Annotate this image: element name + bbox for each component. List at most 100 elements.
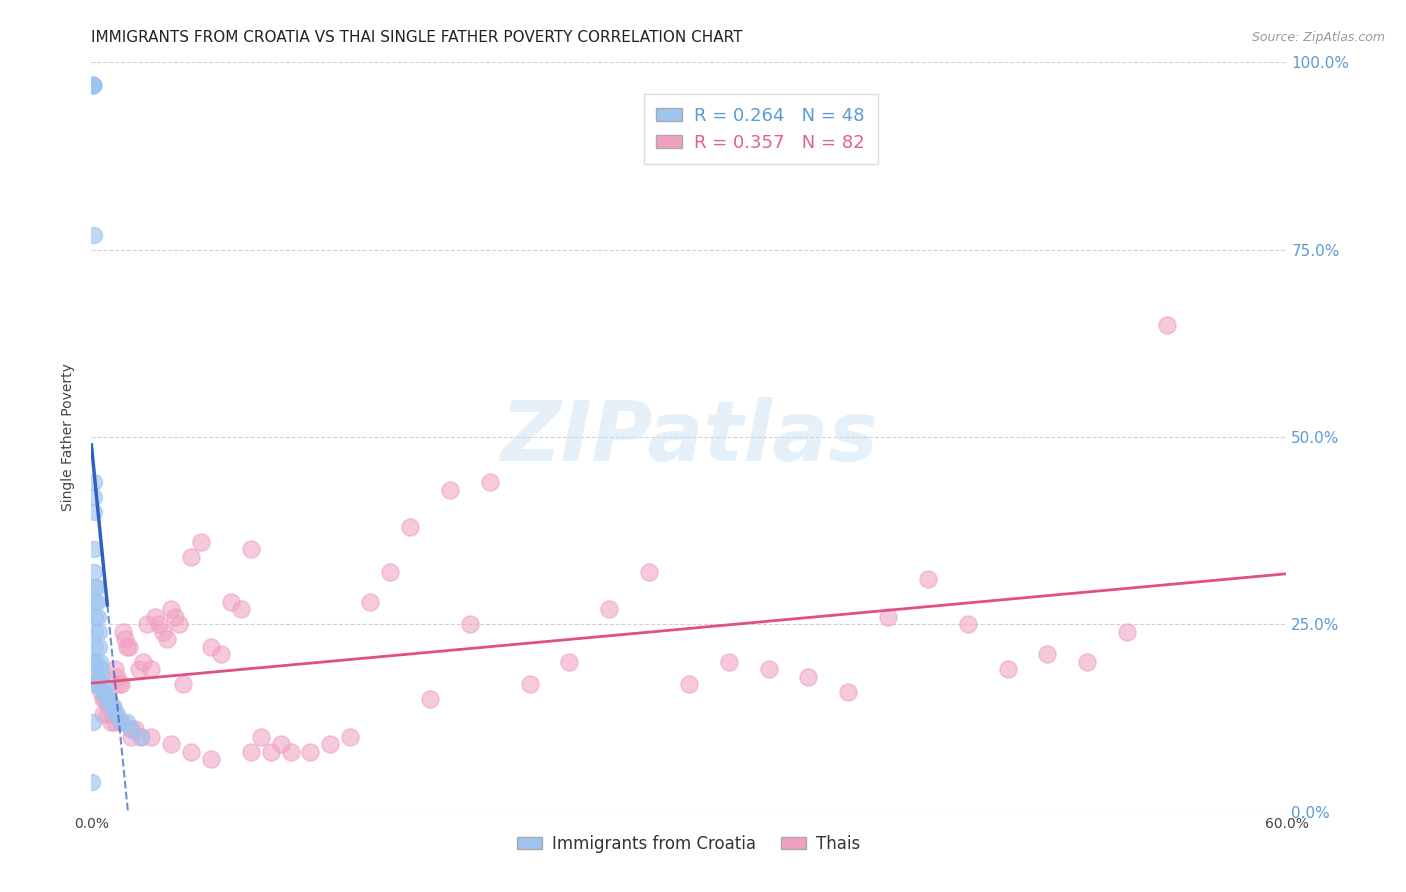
Point <box>89 655 111 669</box>
Point <box>115 640 138 654</box>
Point <box>180 745 202 759</box>
Point <box>86 580 108 594</box>
Point <box>82 78 104 92</box>
Point <box>84 640 107 654</box>
Text: IMMIGRANTS FROM CROATIA VS THAI SINGLE FATHER POVERTY CORRELATION CHART: IMMIGRANTS FROM CROATIA VS THAI SINGLE F… <box>91 29 742 45</box>
Point <box>96 692 118 706</box>
Point <box>104 714 127 729</box>
Point <box>280 745 302 759</box>
Point <box>86 677 108 691</box>
Point <box>82 78 104 92</box>
Point <box>167 617 190 632</box>
Point <box>83 505 105 519</box>
Point <box>638 565 661 579</box>
Point <box>797 670 820 684</box>
Point <box>82 78 104 92</box>
Point <box>877 610 900 624</box>
Point <box>89 677 111 691</box>
Point <box>1156 318 1178 332</box>
Point <box>219 595 242 609</box>
Point <box>1036 648 1059 662</box>
Point <box>82 655 104 669</box>
Point <box>1076 655 1098 669</box>
Point <box>229 602 252 616</box>
Point <box>339 730 361 744</box>
Point <box>112 624 135 639</box>
Point <box>115 714 138 729</box>
Point <box>93 677 115 691</box>
Point <box>758 662 780 676</box>
Point <box>82 714 104 729</box>
Point <box>129 730 152 744</box>
Point <box>519 677 541 691</box>
Point <box>96 707 118 722</box>
Point <box>82 78 104 92</box>
Point <box>82 78 104 92</box>
Text: ZIPatlas: ZIPatlas <box>501 397 877 477</box>
Point <box>399 520 422 534</box>
Point <box>419 692 441 706</box>
Point <box>239 542 262 557</box>
Point <box>120 723 142 737</box>
Point <box>82 774 104 789</box>
Point <box>558 655 581 669</box>
Point <box>200 640 222 654</box>
Point <box>378 565 402 579</box>
Point <box>837 685 859 699</box>
Point <box>105 707 128 722</box>
Point <box>100 699 122 714</box>
Y-axis label: Single Father Poverty: Single Father Poverty <box>62 363 76 511</box>
Point <box>180 549 202 564</box>
Point <box>956 617 979 632</box>
Point <box>132 655 155 669</box>
Point <box>105 670 128 684</box>
Point <box>86 670 108 684</box>
Point <box>598 602 620 616</box>
Point <box>124 723 146 737</box>
Point <box>103 699 125 714</box>
Point <box>114 632 136 647</box>
Point <box>458 617 481 632</box>
Point <box>917 573 939 587</box>
Point <box>83 475 105 489</box>
Point <box>82 78 104 92</box>
Point <box>93 707 115 722</box>
Point <box>108 677 131 691</box>
Point <box>299 745 322 759</box>
Point <box>143 610 166 624</box>
Point <box>100 699 122 714</box>
Point <box>83 565 105 579</box>
Point <box>84 624 107 639</box>
Point <box>93 685 115 699</box>
Point <box>86 595 108 609</box>
Point <box>270 737 292 751</box>
Point <box>678 677 700 691</box>
Point <box>110 714 132 729</box>
Point <box>83 490 105 504</box>
Point <box>89 624 111 639</box>
Point <box>98 692 121 706</box>
Point <box>90 685 112 699</box>
Point <box>90 662 112 676</box>
Point <box>84 655 107 669</box>
Point <box>319 737 342 751</box>
Point <box>84 670 107 684</box>
Point <box>104 707 127 722</box>
Point <box>156 632 179 647</box>
Point <box>152 624 174 639</box>
Point <box>997 662 1019 676</box>
Point <box>83 595 105 609</box>
Text: Source: ZipAtlas.com: Source: ZipAtlas.com <box>1251 31 1385 45</box>
Point <box>83 580 105 594</box>
Point <box>249 730 271 744</box>
Point <box>94 692 117 706</box>
Point <box>87 610 110 624</box>
Point <box>141 662 162 676</box>
Point <box>82 78 104 92</box>
Point <box>129 730 152 744</box>
Point <box>82 78 104 92</box>
Point <box>90 670 112 684</box>
Point <box>93 692 115 706</box>
Point <box>163 610 186 624</box>
Point <box>98 699 121 714</box>
